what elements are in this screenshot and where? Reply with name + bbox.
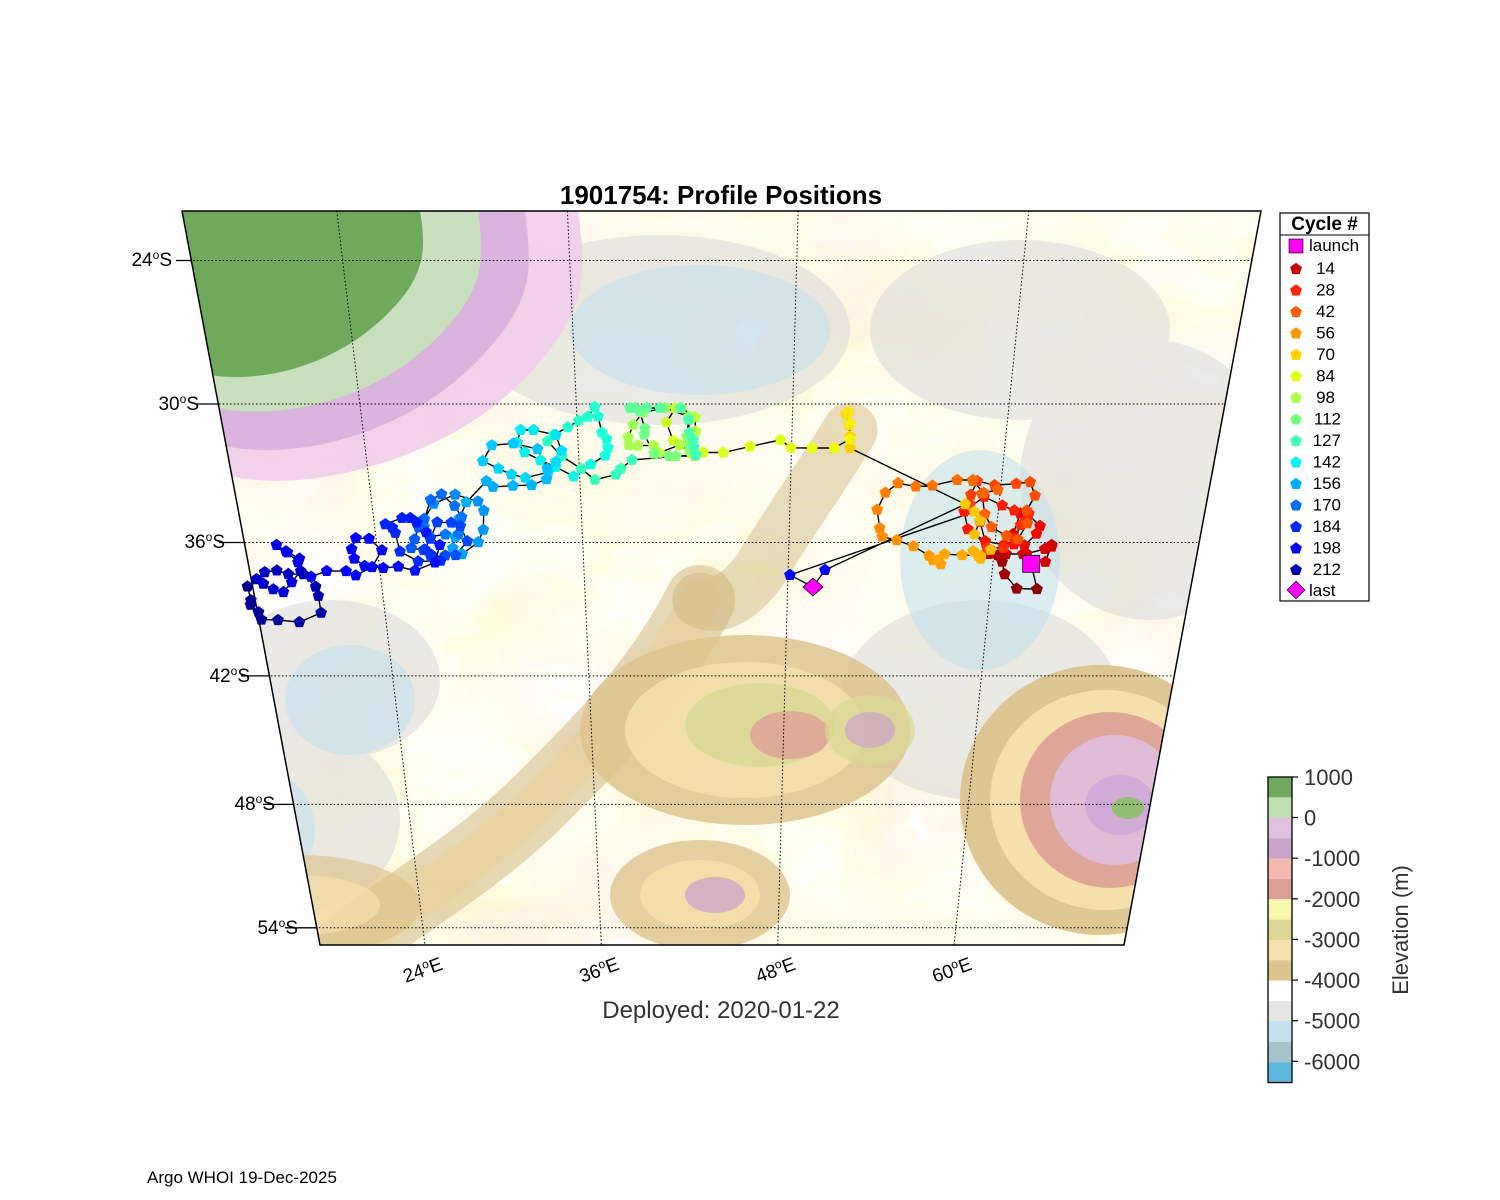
svg-text:24oE: 24oE <box>400 952 446 987</box>
svg-text:198: 198 <box>1313 539 1341 558</box>
svg-text:70: 70 <box>1316 345 1335 364</box>
svg-text:142: 142 <box>1313 453 1341 472</box>
svg-text:48oS: 48oS <box>234 792 275 815</box>
svg-text:36oE: 36oE <box>576 952 622 987</box>
svg-text:-3000: -3000 <box>1304 927 1360 952</box>
svg-text:launch: launch <box>1309 236 1359 255</box>
svg-text:36oS: 36oS <box>184 530 225 553</box>
svg-text:Cycle #: Cycle # <box>1291 214 1358 235</box>
svg-text:-5000: -5000 <box>1304 1009 1360 1034</box>
svg-text:56: 56 <box>1316 324 1335 343</box>
svg-text:1000: 1000 <box>1304 765 1353 790</box>
svg-text:184: 184 <box>1313 517 1341 536</box>
svg-text:-6000: -6000 <box>1304 1049 1360 1074</box>
svg-text:-1000: -1000 <box>1304 846 1360 871</box>
svg-text:42: 42 <box>1316 302 1335 321</box>
svg-text:30oS: 30oS <box>158 392 199 415</box>
svg-text:60oE: 60oE <box>929 952 975 987</box>
svg-text:28: 28 <box>1316 281 1335 300</box>
svg-text:-2000: -2000 <box>1304 887 1360 912</box>
svg-text:Argo WHOI 19-Dec-2025: Argo WHOI 19-Dec-2025 <box>147 1168 337 1187</box>
svg-text:156: 156 <box>1313 474 1341 493</box>
svg-text:98: 98 <box>1316 388 1335 407</box>
svg-text:14: 14 <box>1316 259 1335 278</box>
svg-text:last: last <box>1309 581 1336 600</box>
svg-text:Elevation (m): Elevation (m) <box>1388 865 1413 995</box>
svg-text:112: 112 <box>1314 410 1341 429</box>
svg-text:212: 212 <box>1313 560 1341 579</box>
svg-text:84: 84 <box>1316 367 1335 386</box>
svg-text:0: 0 <box>1304 806 1316 831</box>
svg-text:48oE: 48oE <box>753 952 799 987</box>
svg-text:170: 170 <box>1313 496 1341 515</box>
svg-text:1901754: Profile Positions: 1901754: Profile Positions <box>560 180 882 210</box>
svg-text:Deployed: 2020-01-22: Deployed: 2020-01-22 <box>602 997 840 1024</box>
svg-text:127: 127 <box>1313 431 1341 450</box>
svg-text:-4000: -4000 <box>1304 968 1360 993</box>
svg-text:24oS: 24oS <box>131 248 172 271</box>
